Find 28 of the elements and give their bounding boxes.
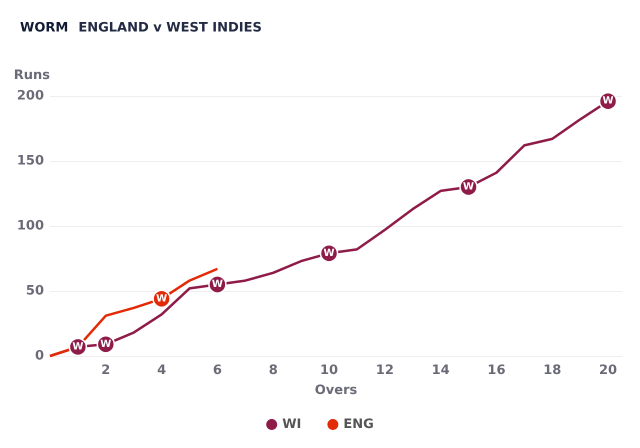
annotation: W — [156, 293, 168, 304]
annotation: W — [463, 182, 474, 192]
x-tick-label: 14 — [432, 363, 450, 378]
x-tick-label: 2 — [101, 363, 110, 378]
annotation: W — [100, 338, 112, 350]
annotation: W — [212, 279, 223, 290]
y-tick-label: 0 — [34, 348, 44, 364]
x-tick-label: 8 — [268, 363, 278, 378]
x-axis-title: Overs — [314, 383, 358, 398]
y-tick-label: 150 — [16, 154, 44, 168]
x-tick-label: 18 — [543, 363, 562, 378]
y-axis-title: Runs — [14, 68, 50, 83]
x-tick-label: 6 — [212, 363, 222, 378]
y-tick-label: 50 — [26, 284, 44, 298]
legend-label: ENG — [343, 417, 374, 432]
annotation: W — [72, 341, 84, 352]
chart-title: WORM — [20, 20, 68, 36]
x-tick-label: 20 — [599, 363, 618, 378]
y-tick-label: 100 — [16, 218, 44, 234]
chart-subtitle: ENGLAND v WEST INDIES — [78, 20, 262, 36]
annotation: W — [602, 96, 614, 107]
y-tick-label: 200 — [16, 88, 44, 104]
x-tick-label: 4 — [157, 363, 166, 378]
x-tick-label: 12 — [376, 363, 394, 378]
legend-label: WI — [282, 417, 302, 432]
annotation: W — [324, 248, 335, 259]
x-tick-label: 10 — [320, 363, 338, 378]
x-tick-label: 16 — [487, 363, 506, 378]
